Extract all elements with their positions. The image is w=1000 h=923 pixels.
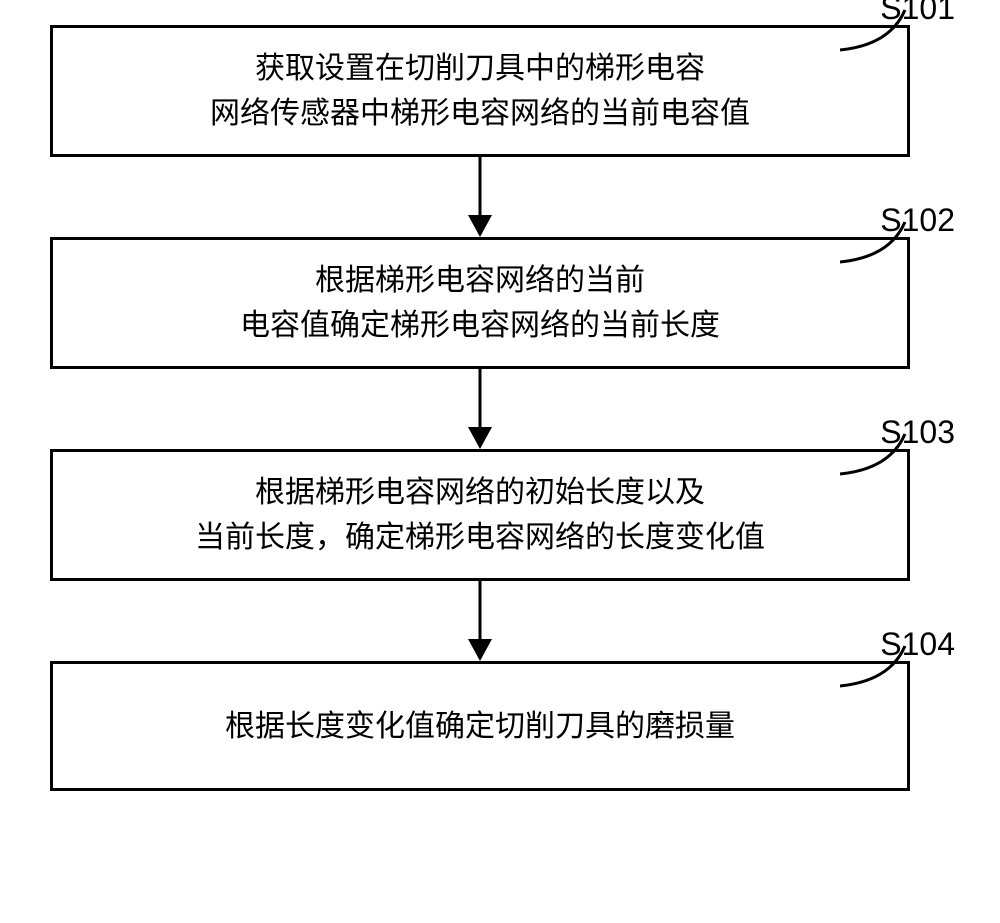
arrow-1-line	[479, 157, 482, 219]
step-2-text-line2: 电容值确定梯形电容网络的当前长度	[240, 303, 720, 348]
step-2-text-line1: 根据梯形电容网络的当前	[315, 258, 645, 303]
step-1-text-line2: 网络传感器中梯形电容网络的当前电容值	[210, 91, 750, 136]
arrow-1-head	[468, 215, 492, 237]
step-1-text-line1: 获取设置在切削刀具中的梯形电容	[255, 46, 705, 91]
step-2-label: S102	[880, 202, 955, 239]
step-2-container: S102 根据梯形电容网络的当前 电容值确定梯形电容网络的当前长度	[50, 237, 950, 369]
arrow-2-head	[468, 427, 492, 449]
step-3-container: S103 根据梯形电容网络的初始长度以及 当前长度，确定梯形电容网络的长度变化值	[50, 449, 950, 581]
step-1-box: 获取设置在切削刀具中的梯形电容 网络传感器中梯形电容网络的当前电容值	[50, 25, 910, 157]
arrow-3-container	[50, 581, 910, 661]
step-4-box: 根据长度变化值确定切削刀具的磨损量	[50, 661, 910, 791]
arrow-3	[460, 581, 500, 661]
arrow-2-container	[50, 369, 910, 449]
arrow-1-container	[50, 157, 910, 237]
step-1-label: S101	[880, 0, 955, 27]
step-3-text-line1: 根据梯形电容网络的初始长度以及	[255, 470, 705, 515]
arrow-2-line	[479, 369, 482, 431]
step-3-box: 根据梯形电容网络的初始长度以及 当前长度，确定梯形电容网络的长度变化值	[50, 449, 910, 581]
flowchart-container: S101 获取设置在切削刀具中的梯形电容 网络传感器中梯形电容网络的当前电容值 …	[50, 25, 950, 791]
arrow-1	[460, 157, 500, 237]
step-1-container: S101 获取设置在切削刀具中的梯形电容 网络传感器中梯形电容网络的当前电容值	[50, 25, 950, 157]
step-2-box: 根据梯形电容网络的当前 电容值确定梯形电容网络的当前长度	[50, 237, 910, 369]
arrow-2	[460, 369, 500, 449]
step-3-text-line2: 当前长度，确定梯形电容网络的长度变化值	[195, 515, 765, 560]
arrow-3-line	[479, 581, 482, 643]
step-4-container: S104 根据长度变化值确定切削刀具的磨损量	[50, 661, 950, 791]
step-4-label: S104	[880, 626, 955, 663]
step-3-label: S103	[880, 414, 955, 451]
step-4-text-line1: 根据长度变化值确定切削刀具的磨损量	[225, 704, 735, 749]
arrow-3-head	[468, 639, 492, 661]
